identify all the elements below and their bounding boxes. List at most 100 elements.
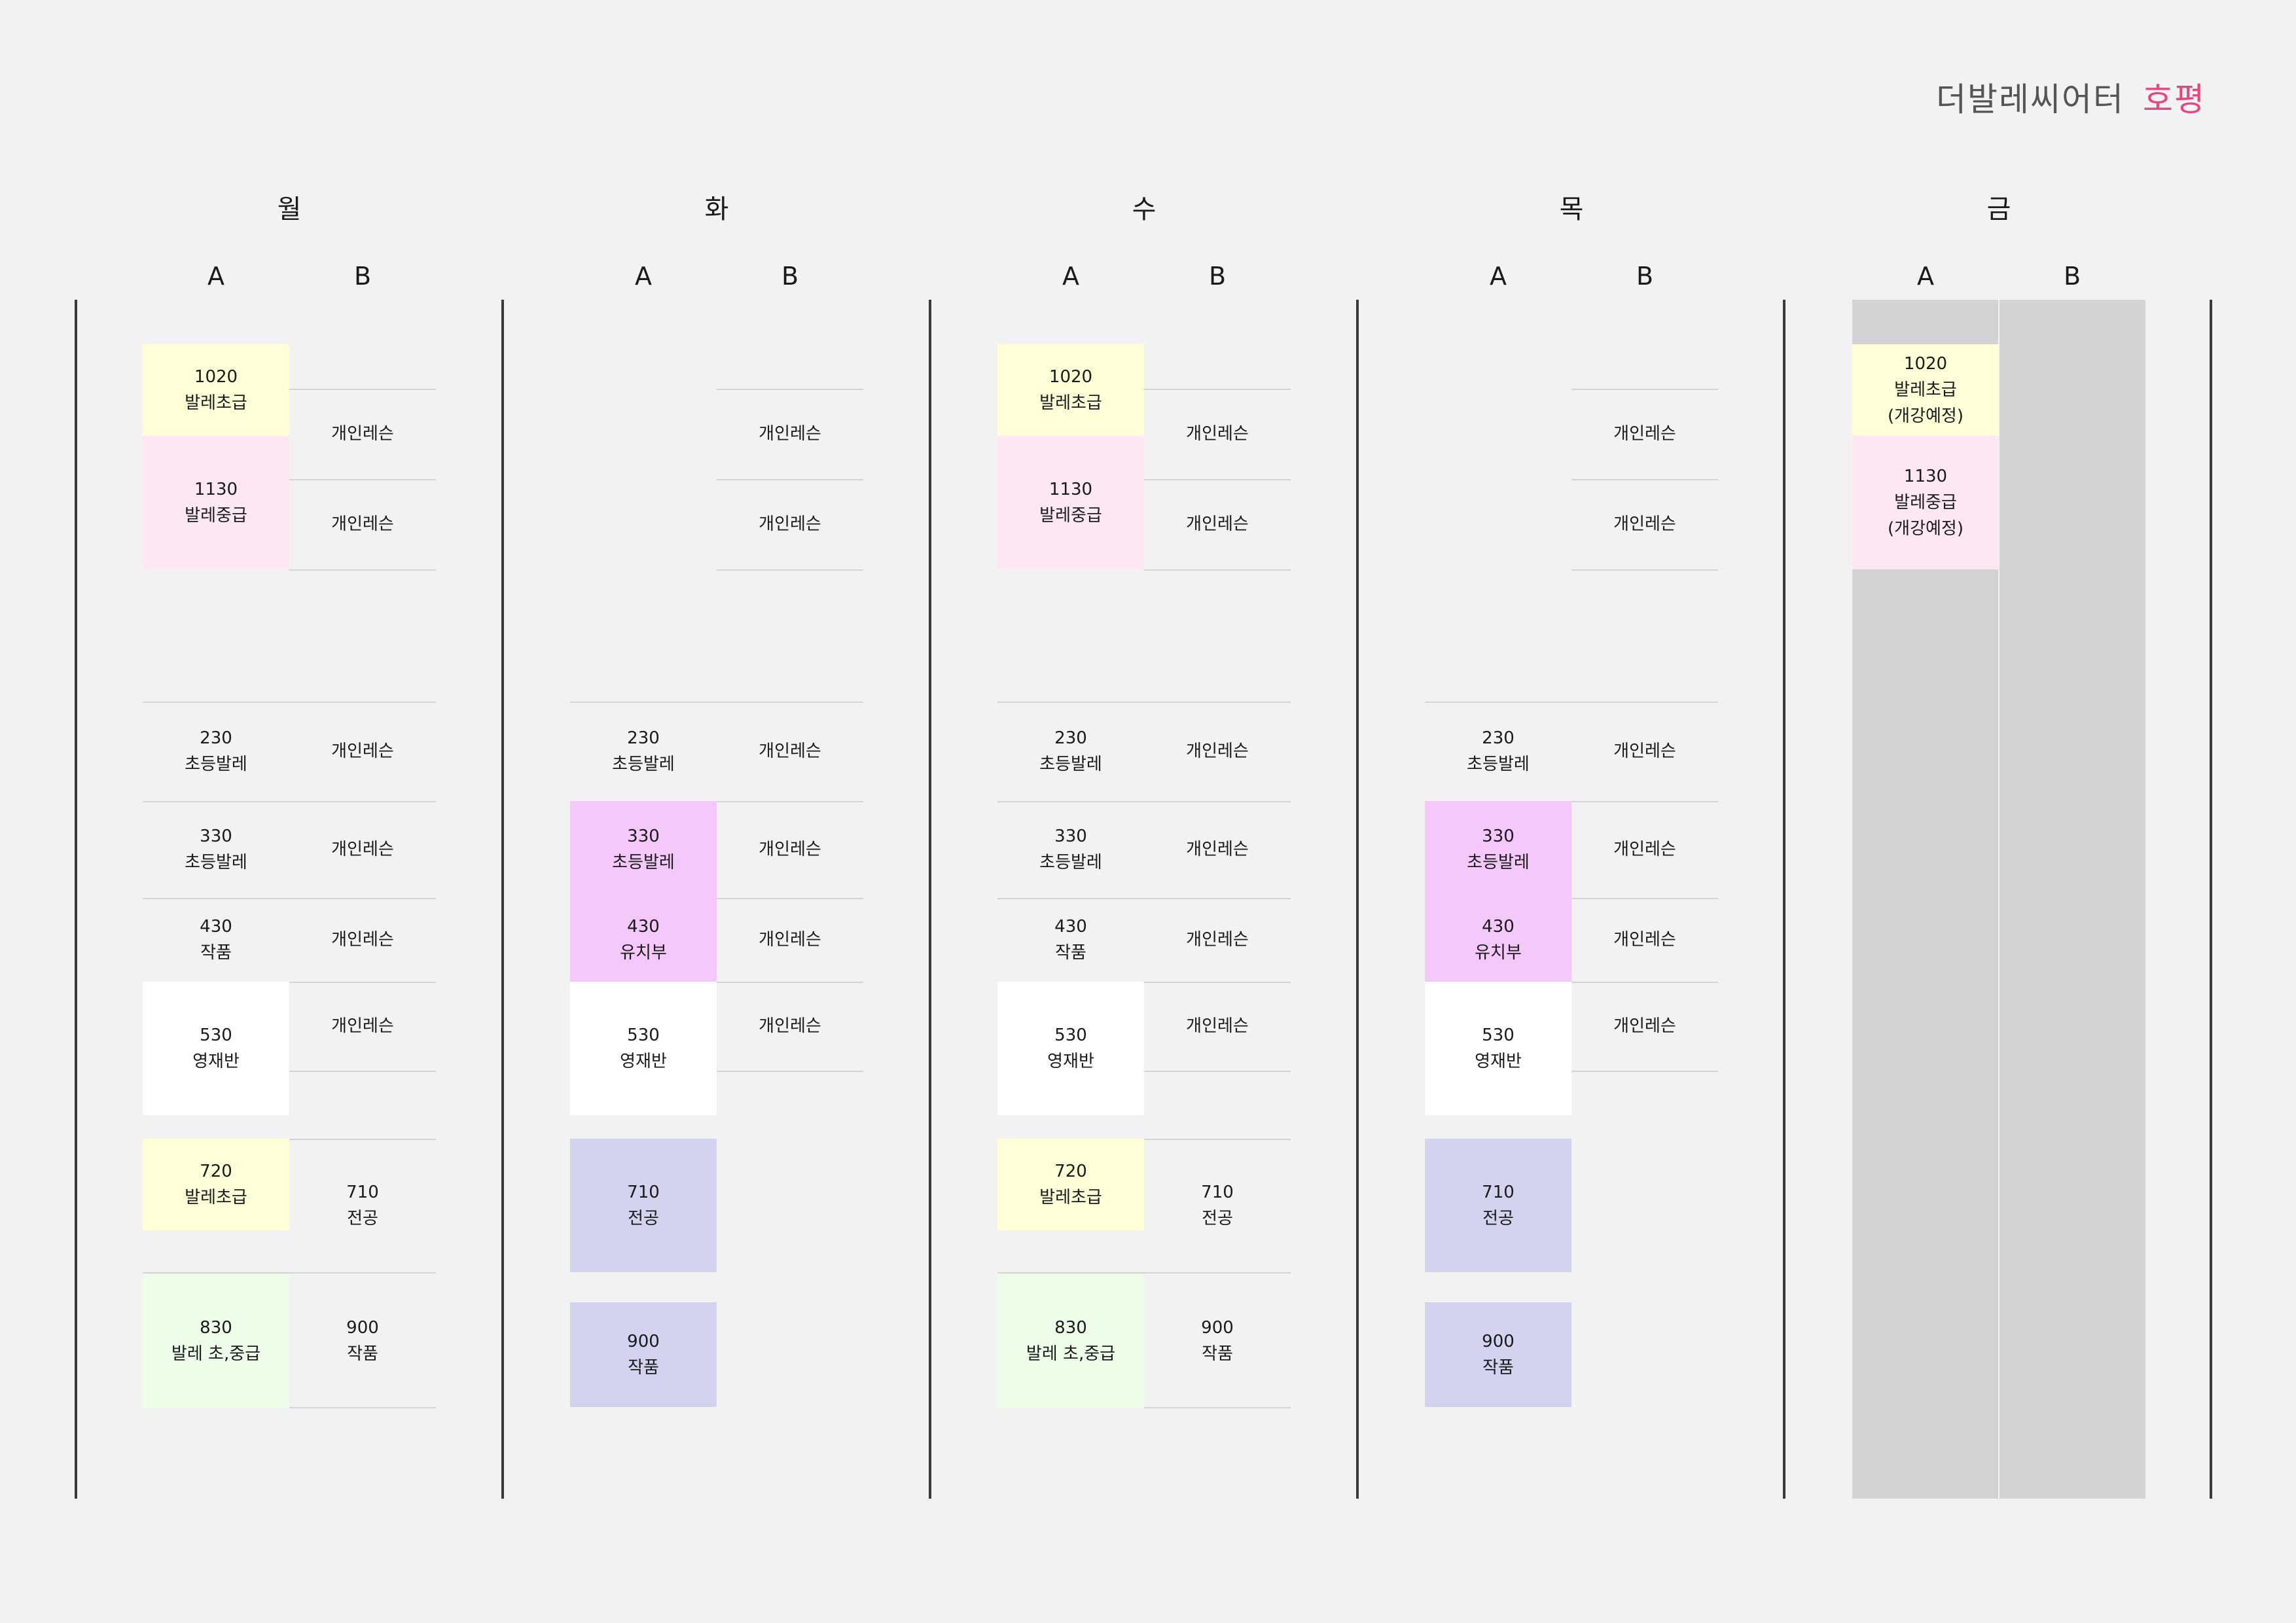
class-name: 전공 (1202, 1209, 1233, 1228)
class-slot[interactable]: 330 초등발레 (143, 801, 289, 898)
class-slot[interactable]: 개인레슨 (717, 389, 863, 479)
class-slot[interactable]: 330 초등발레 (570, 801, 717, 898)
class-time: 230 (1054, 728, 1087, 748)
class-name: 전공 (628, 1209, 659, 1228)
row-divider (1144, 1071, 1291, 1072)
class-name: 유치부 (620, 943, 667, 963)
class-slot[interactable]: 230 초등발레 (997, 702, 1144, 801)
class-slot[interactable]: 개인레슨 (717, 801, 863, 898)
class-slot[interactable]: 개인레슨 (1571, 702, 1718, 801)
class-slot[interactable]: 개인레슨 (289, 982, 436, 1071)
class-slot[interactable]: 330 초등발레 (997, 801, 1144, 898)
column-label-b: B (781, 262, 799, 291)
class-slot[interactable]: 1020 발레초급 (143, 344, 289, 436)
class-slot[interactable]: 430 작품 (997, 898, 1144, 982)
class-slot[interactable]: 710 전공 (1425, 1139, 1571, 1272)
class-name: 발레 초,중급 (1026, 1344, 1116, 1364)
class-slot[interactable]: 개인레슨 (1144, 702, 1291, 801)
class-name: 영재반 (1475, 1052, 1522, 1071)
class-slot[interactable]: 개인레슨 (717, 982, 863, 1071)
class-time: 830 (1054, 1318, 1087, 1338)
class-slot[interactable]: 개인레슨 (717, 479, 863, 569)
class-slot[interactable]: 개인레슨 (1571, 898, 1718, 982)
row-divider (997, 898, 1144, 899)
class-slot[interactable]: 1020 발레초급 (997, 344, 1144, 436)
class-slot[interactable]: 530 영재반 (997, 982, 1144, 1115)
class-name: 초등발레 (1039, 755, 1102, 774)
class-slot[interactable]: 개인레슨 (717, 898, 863, 982)
class-slot[interactable]: 개인레슨 (289, 702, 436, 801)
class-time: 900 (1201, 1318, 1234, 1338)
studio-name: 더발레씨어터 (1936, 80, 2125, 118)
class-slot[interactable]: 개인레슨 (1571, 982, 1718, 1071)
class-name: 초등발레 (185, 755, 247, 774)
class-slot[interactable]: 1130 발레중급 (개강예정) (1852, 436, 1999, 569)
class-slot[interactable]: 1020 발레초급 (개강예정) (1852, 344, 1999, 436)
class-slot[interactable]: 개인레슨 (1144, 801, 1291, 898)
class-slot[interactable]: 710 전공 (570, 1139, 717, 1272)
class-time: 530 (200, 1026, 232, 1045)
class-slot[interactable]: 710 전공 (1144, 1139, 1291, 1272)
class-slot[interactable]: 900 작품 (1144, 1274, 1291, 1408)
class-slot[interactable]: 720 발레초급 (143, 1139, 289, 1230)
class-name: 개인레슨 (1613, 741, 1676, 761)
class-slot[interactable]: 1130 발레중급 (143, 436, 289, 569)
row-divider (1144, 898, 1291, 899)
class-slot[interactable]: 330 초등발레 (1425, 801, 1571, 898)
class-slot[interactable]: 430 유치부 (1425, 898, 1571, 982)
class-slot[interactable]: 900 작품 (570, 1302, 717, 1407)
row-divider (1144, 982, 1291, 983)
class-slot[interactable]: 720 발레초급 (997, 1139, 1144, 1230)
class-slot[interactable]: 개인레슨 (1571, 389, 1718, 479)
row-divider (1571, 898, 1718, 899)
row-divider (1425, 702, 1571, 703)
class-slot[interactable]: 개인레슨 (1144, 389, 1291, 479)
row-divider (289, 1139, 436, 1140)
row-divider (1571, 1071, 1718, 1072)
class-slot[interactable]: 개인레슨 (1144, 982, 1291, 1071)
class-slot[interactable]: 900 작품 (1425, 1302, 1571, 1407)
class-name: 개인레슨 (331, 840, 394, 859)
class-slot[interactable]: 개인레슨 (289, 389, 436, 479)
class-slot[interactable]: 530 영재반 (143, 982, 289, 1115)
row-divider (1571, 479, 1718, 480)
class-slot[interactable]: 1130 발레중급 (997, 436, 1144, 569)
class-time: 230 (1482, 728, 1515, 748)
class-slot[interactable]: 개인레슨 (289, 898, 436, 982)
class-time: 1130 (1903, 467, 1948, 486)
column-label-b: B (353, 262, 372, 291)
class-name: 발레중급 (1039, 506, 1102, 526)
class-time: 330 (1054, 827, 1087, 846)
class-slot[interactable]: 230 초등발레 (1425, 702, 1571, 801)
class-slot[interactable]: 개인레슨 (1144, 898, 1291, 982)
class-time: 430 (200, 917, 232, 936)
row-divider (289, 389, 436, 390)
class-slot[interactable]: 230 초등발레 (143, 702, 289, 801)
branch-name: 호평 (2143, 80, 2206, 118)
class-slot[interactable]: 530 영재반 (1425, 982, 1571, 1115)
class-slot[interactable]: 개인레슨 (289, 479, 436, 569)
class-slot[interactable]: 개인레슨 (717, 702, 863, 801)
class-slot[interactable]: 개인레슨 (289, 801, 436, 898)
class-name: 개인레슨 (1613, 1016, 1676, 1036)
class-slot[interactable]: 710 전공 (289, 1139, 436, 1272)
column-label-a: A (1490, 262, 1507, 291)
row-divider (289, 898, 436, 899)
class-name: 발레초급 (185, 1188, 247, 1207)
class-slot[interactable]: 개인레슨 (1571, 479, 1718, 569)
class-slot[interactable]: 530 영재반 (570, 982, 717, 1115)
class-name: 개인레슨 (1186, 930, 1249, 950)
class-slot[interactable]: 830 발레 초,중급 (143, 1274, 289, 1408)
class-slot[interactable]: 430 유치부 (570, 898, 717, 982)
class-slot[interactable]: 개인레슨 (1144, 479, 1291, 569)
class-slot[interactable]: 개인레슨 (1571, 801, 1718, 898)
class-slot[interactable]: 230 초등발레 (570, 702, 717, 801)
class-slot[interactable]: 900 작품 (289, 1274, 436, 1408)
class-slot[interactable]: 430 작품 (143, 898, 289, 982)
class-name: 개인레슨 (1613, 424, 1676, 444)
row-divider (1144, 479, 1291, 480)
class-name: 작품 (1202, 1344, 1233, 1364)
class-slot[interactable]: 830 발레 초,중급 (997, 1274, 1144, 1408)
class-name: 전공 (347, 1209, 378, 1228)
row-divider (289, 982, 436, 983)
